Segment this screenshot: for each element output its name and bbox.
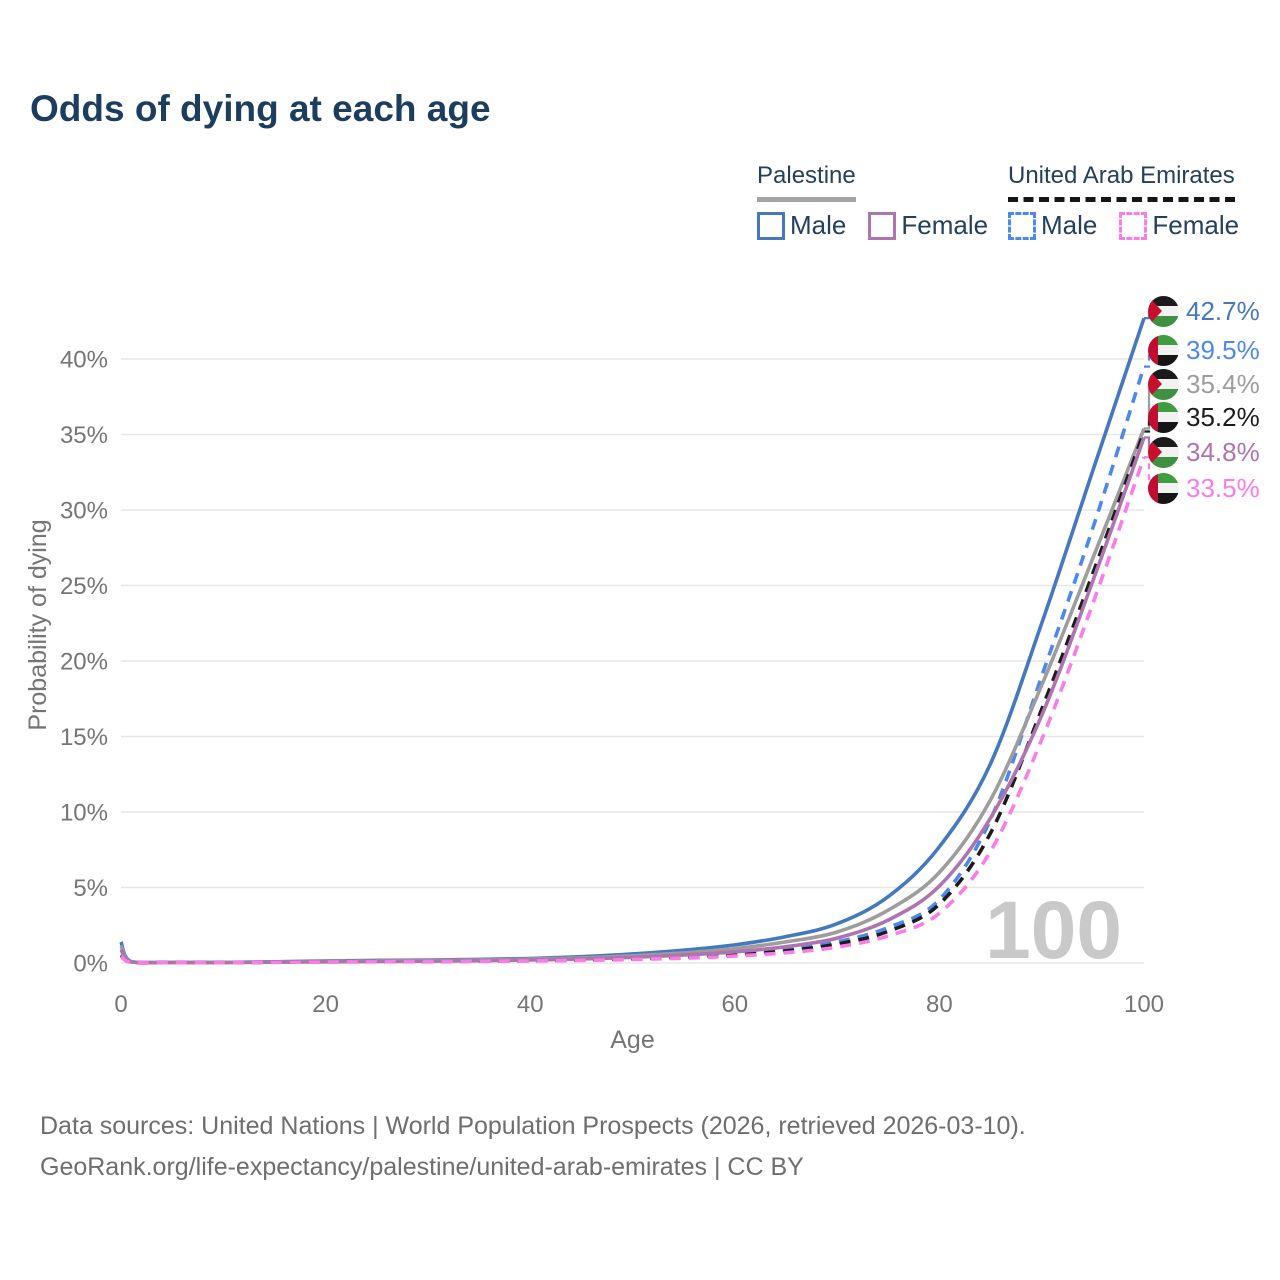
checkbox-palestine-female-icon[interactable] [868,211,897,240]
legend-label-palestine-male: Male [790,210,847,240]
y-tick-25: 25% [60,573,108,600]
x-tick-80: 80 [926,991,953,1018]
checkbox-uae-female-icon[interactable] [1119,211,1148,240]
y-tick-30: 30% [60,497,108,524]
uae-flag-icon [1148,401,1179,433]
legend-label-uae-male: Male [1041,210,1098,240]
x-axis-label: Age [610,1026,654,1054]
legend-title-palestine[interactable]: Palestine [757,162,856,202]
uae-flag-icon [1148,334,1179,366]
y-tick-35: 35% [60,422,108,449]
series-line-united-arab-emirates-both-sexes [119,430,1146,965]
legend-label-palestine-female: Female [901,210,989,240]
end-value-palestine-both: 35.4% [1186,368,1260,399]
legend-item-palestine-female[interactable]: Female [868,210,988,241]
end-label-uae-both: 35.2% [1148,400,1260,434]
x-tick-60: 60 [721,991,748,1018]
end-value-uae-female: 33.5% [1186,472,1260,503]
end-value-palestine-female: 34.8% [1186,436,1260,467]
y-tick-40: 40% [60,346,108,373]
y-axis-label: Probability of dying [24,519,52,730]
series-line-united-arab-emirates-female [119,456,1146,965]
data-source-footer: Data sources: United Nations | World Pop… [40,1106,1026,1188]
legend-label-uae-female: Female [1152,210,1240,240]
series-line-palestine-female [119,436,1146,965]
y-tick-10: 10% [60,799,108,826]
end-value-uae-male: 39.5% [1186,334,1260,365]
end-label-uae-female: 33.5% [1148,471,1260,505]
y-tick-0: 0% [73,950,108,977]
y-tick-15: 15% [60,724,108,751]
footer-line-2: GeoRank.org/life-expectancy/palestine/un… [40,1153,804,1181]
legend-item-palestine-male[interactable]: Male [757,210,846,241]
end-label-uae-male: 39.5% [1148,333,1260,367]
x-tick-40: 40 [517,991,544,1018]
end-label-palestine-female: 34.8% [1148,435,1260,469]
page-title: Odds of dying at each age [30,88,491,129]
age-watermark: 100 [985,885,1122,976]
x-tick-100: 100 [1124,991,1164,1018]
legend-item-uae-female[interactable]: Female [1119,210,1239,241]
legend-group-uae: United Arab Emirates Male Female [1008,162,1239,241]
end-label-palestine-male: 42.7% [1148,294,1260,328]
x-tick-0: 0 [114,991,127,1018]
end-label-palestine-both: 35.4% [1148,367,1260,401]
y-tick-20: 20% [60,648,108,675]
palestine-flag-icon [1148,295,1179,327]
palestine-flag-icon [1148,368,1179,400]
legend-title-uae[interactable]: United Arab Emirates [1008,162,1235,202]
legend-group-palestine: Palestine Male Female [757,162,988,241]
x-tick-20: 20 [312,991,339,1018]
end-value-palestine-male: 42.7% [1186,295,1260,326]
checkbox-uae-male-icon[interactable] [1008,211,1036,240]
end-value-uae-both: 35.2% [1186,401,1260,432]
palestine-flag-icon [1148,436,1179,468]
uae-flag-icon [1148,472,1179,504]
series-line-palestine-both-sexes [119,427,1146,965]
checkbox-palestine-male-icon[interactable] [757,211,785,240]
legend-item-uae-male[interactable]: Male [1008,210,1097,241]
y-tick-5: 5% [73,875,108,902]
footer-line-1: Data sources: United Nations | World Pop… [40,1112,1026,1140]
series-line-palestine-male [119,317,1146,965]
series-line-united-arab-emirates-male [119,366,1146,965]
